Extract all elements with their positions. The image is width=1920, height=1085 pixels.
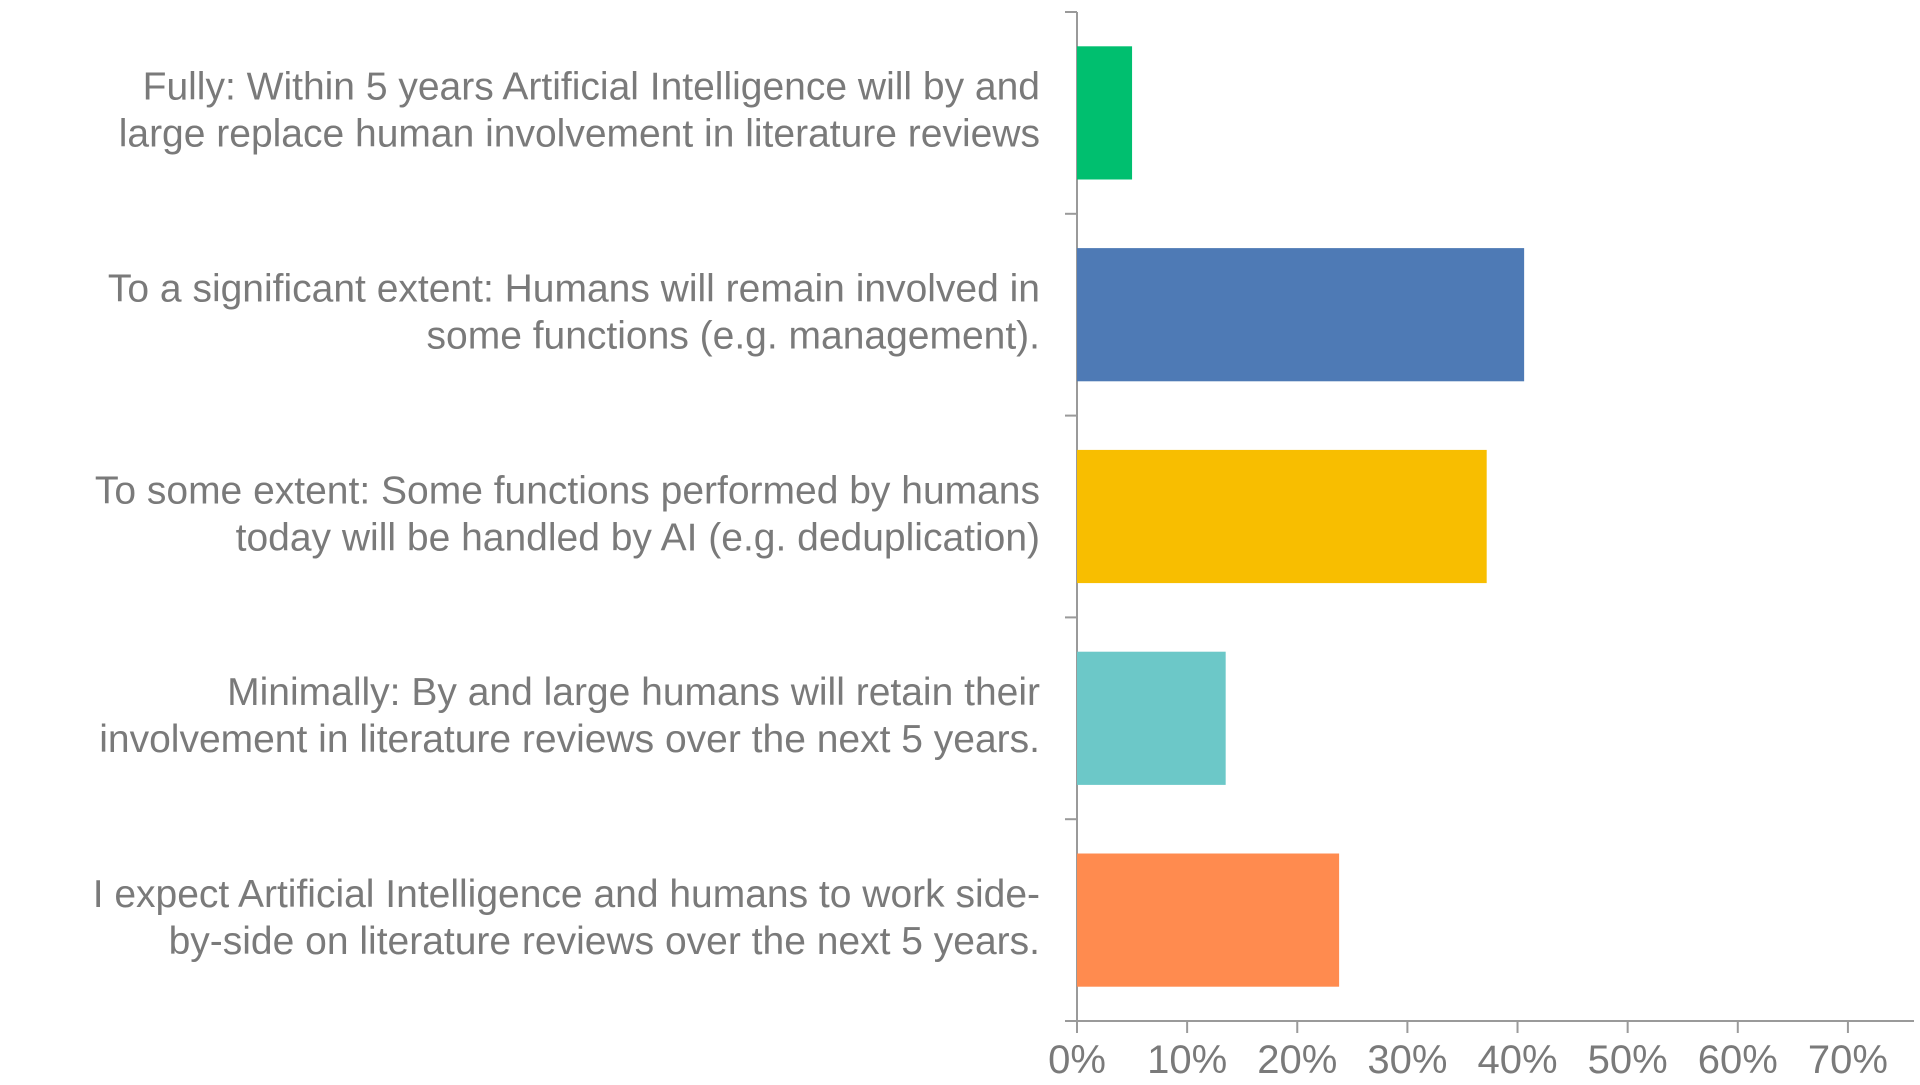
category-label-2-line-1: To a significant extent: Humans will rem… [108,267,1040,310]
bar-1 [1077,46,1133,180]
bar-2 [1077,248,1525,382]
category-label-5-line-2: by-side on literature reviews over the n… [169,920,1040,963]
x-tick-label-10pct: 10% [1147,1038,1227,1080]
category-label-4-line-1: Minimally: By and large humans will reta… [227,671,1040,714]
x-tick-label-0pct: 0% [1048,1038,1106,1080]
x-tick-label-70pct: 70% [1808,1038,1888,1080]
x-tick-label-50pct: 50% [1588,1038,1668,1080]
x-tick-label-20pct: 20% [1257,1038,1337,1080]
category-label-2-line-2: some functions (e.g. management). [427,314,1040,357]
x-tick-label-40pct: 40% [1477,1038,1557,1080]
x-tick-label-60pct: 60% [1698,1038,1778,1080]
bar-4 [1077,651,1226,785]
category-label-3-line-1: To some extent: Some functions performed… [95,469,1040,512]
category-label-1-line-1: Fully: Within 5 years Artificial Intelli… [143,66,1040,109]
bar-3 [1077,449,1487,584]
bar-5 [1077,853,1340,987]
category-label-4-line-2: involvement in literature reviews over t… [99,718,1040,761]
category-label-1-line-2: large replace human involvement in liter… [119,113,1040,156]
x-tick-label-30pct: 30% [1367,1038,1447,1080]
category-label-3-line-2: today will be handled by AI (e.g. dedupl… [236,516,1040,559]
category-label-5-line-1: I expect Artificial Intelligence and hum… [93,873,1040,916]
